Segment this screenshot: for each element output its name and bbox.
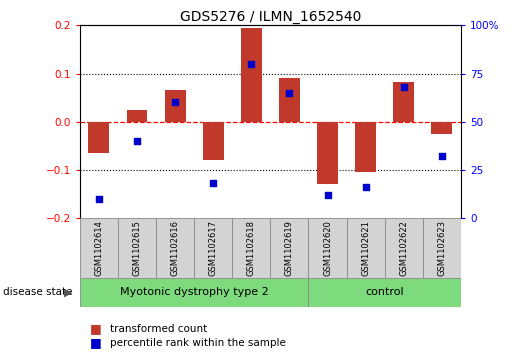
Point — [323, 192, 332, 197]
Text: GSM1102616: GSM1102616 — [170, 220, 180, 276]
Point — [362, 184, 370, 190]
Bar — [393, 82, 414, 122]
Point — [171, 99, 179, 105]
Text: percentile rank within the sample: percentile rank within the sample — [110, 338, 286, 348]
Text: GSM1102618: GSM1102618 — [247, 220, 256, 276]
Title: GDS5276 / ILMN_1652540: GDS5276 / ILMN_1652540 — [180, 11, 361, 24]
Bar — [279, 78, 300, 122]
FancyBboxPatch shape — [423, 218, 461, 278]
Bar — [127, 110, 147, 122]
Point — [95, 196, 103, 201]
Text: ■: ■ — [90, 322, 102, 335]
Point — [247, 61, 255, 67]
Text: ■: ■ — [90, 337, 102, 350]
FancyBboxPatch shape — [308, 278, 461, 307]
Text: GSM1102623: GSM1102623 — [437, 220, 447, 276]
Text: GSM1102614: GSM1102614 — [94, 220, 104, 276]
Bar — [203, 122, 224, 160]
Point — [209, 180, 217, 186]
Bar — [241, 28, 262, 122]
Point — [133, 138, 141, 144]
FancyBboxPatch shape — [80, 218, 118, 278]
Text: GSM1102621: GSM1102621 — [361, 220, 370, 276]
FancyBboxPatch shape — [156, 218, 194, 278]
FancyBboxPatch shape — [232, 218, 270, 278]
Point — [285, 90, 294, 95]
Text: control: control — [366, 287, 404, 297]
Bar — [355, 122, 376, 172]
Text: GSM1102615: GSM1102615 — [132, 220, 142, 276]
Bar — [89, 122, 109, 153]
Text: GSM1102617: GSM1102617 — [209, 220, 218, 276]
Text: GSM1102619: GSM1102619 — [285, 220, 294, 276]
Text: disease state: disease state — [3, 287, 72, 297]
Bar — [317, 122, 338, 184]
Text: GSM1102620: GSM1102620 — [323, 220, 332, 276]
FancyBboxPatch shape — [194, 218, 232, 278]
FancyBboxPatch shape — [270, 218, 308, 278]
Point — [400, 84, 408, 90]
FancyBboxPatch shape — [118, 218, 156, 278]
FancyBboxPatch shape — [80, 278, 308, 307]
Text: Myotonic dystrophy type 2: Myotonic dystrophy type 2 — [120, 287, 268, 297]
Point — [438, 153, 446, 159]
Text: transformed count: transformed count — [110, 323, 207, 334]
FancyBboxPatch shape — [308, 218, 347, 278]
Text: GSM1102622: GSM1102622 — [399, 220, 408, 276]
Bar — [432, 122, 452, 134]
Bar — [165, 90, 185, 122]
Text: ▶: ▶ — [64, 287, 73, 297]
FancyBboxPatch shape — [347, 218, 385, 278]
FancyBboxPatch shape — [385, 218, 423, 278]
